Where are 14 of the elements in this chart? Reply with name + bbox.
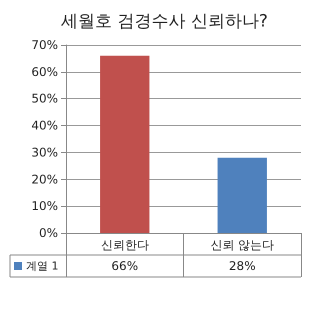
data-label: 28% xyxy=(228,259,256,273)
legend-label: 계열 1 xyxy=(26,260,58,272)
x-tick-label: 신뢰 않는다 xyxy=(210,238,274,252)
chart-title: 세월호 검경수사 신뢰하나? xyxy=(61,12,268,32)
y-tick-label: 0% xyxy=(38,226,58,240)
y-tick-label: 70% xyxy=(31,38,58,52)
y-tick-label: 30% xyxy=(31,145,58,160)
y-tick-label: 20% xyxy=(31,172,58,186)
y-tick-label: 50% xyxy=(31,92,58,106)
y-tick-label: 40% xyxy=(31,118,58,133)
data-label: 66% xyxy=(111,259,138,273)
x-tick-label: 신뢰한다 xyxy=(100,238,149,252)
y-tick-label: 60% xyxy=(31,64,58,79)
y-tick-label: 10% xyxy=(31,199,58,214)
